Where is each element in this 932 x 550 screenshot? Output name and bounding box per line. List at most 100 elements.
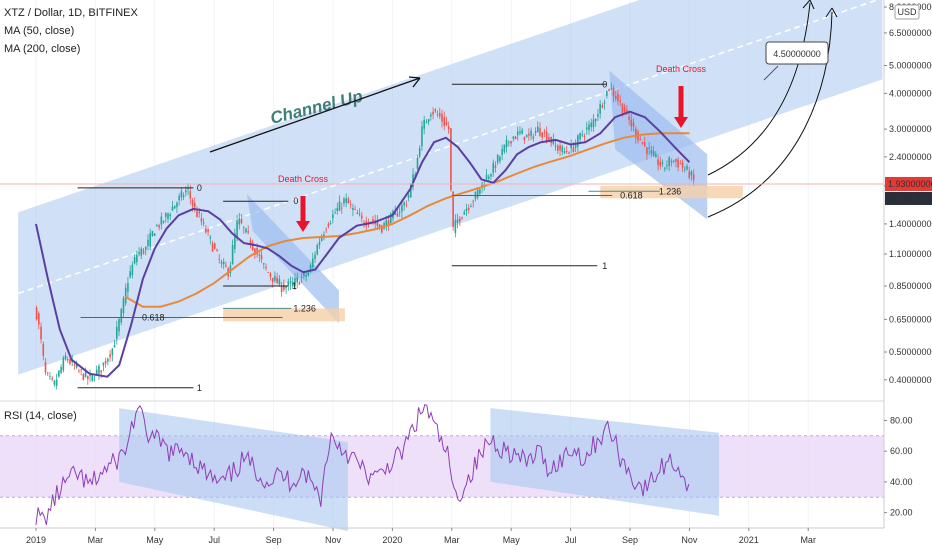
candle-body [320, 236, 323, 241]
channel-midline [17, 0, 880, 295]
candle-body [347, 198, 350, 204]
candle-body [149, 233, 151, 247]
candle-body [599, 104, 601, 114]
candle-body [541, 132, 544, 138]
candle-body [456, 219, 459, 223]
candle-body [153, 233, 156, 236]
candle-body [617, 93, 619, 101]
candle-body [60, 366, 62, 373]
candle-body [98, 365, 100, 375]
candle-body [209, 236, 212, 239]
candle-body [300, 276, 303, 278]
target-callout-label: 4.50000000 [773, 49, 821, 59]
candle-body [122, 298, 125, 314]
price-tag [885, 176, 932, 191]
support-zone-1 [223, 308, 345, 322]
candle-body [138, 251, 140, 255]
candle-body [577, 135, 579, 147]
target-callout-pointer [763, 65, 779, 81]
candle-body [198, 211, 201, 214]
candle-body [294, 278, 296, 286]
time-tick-label: Nov [681, 535, 698, 545]
candle-body [606, 91, 608, 96]
candle-body [35, 307, 38, 320]
candle-body [572, 147, 575, 152]
candle-body [38, 313, 40, 325]
candle-body [670, 161, 673, 163]
death-cross-label-1: Death Cross [278, 174, 329, 184]
candle-body [387, 220, 390, 226]
candle-body [536, 126, 539, 133]
price-tick-label: 4.00000000 [889, 88, 932, 98]
candle-body [470, 205, 472, 208]
candle-body [251, 242, 254, 250]
candle-body [327, 223, 330, 227]
candle-body [485, 174, 488, 180]
candle-body [543, 131, 546, 133]
candle-body [421, 126, 423, 147]
candle-body [410, 184, 412, 197]
candle-body [191, 200, 194, 207]
time-tick-label: Jul [565, 535, 577, 545]
candle-body [583, 136, 586, 137]
price-tick-label: 3.00000000 [889, 124, 932, 134]
candle-body [291, 281, 294, 287]
candle-body [514, 136, 517, 140]
candle-body [688, 171, 691, 178]
candle-body [352, 208, 354, 210]
candle-body [200, 218, 203, 222]
candle-body [247, 231, 250, 233]
candle-body [452, 191, 454, 228]
candle-body [216, 249, 218, 251]
death-cross-arrow-head-2 [674, 117, 688, 128]
rsi-tick-label: 80.00 [890, 415, 913, 425]
candle-body [574, 144, 577, 148]
candle-body [672, 160, 675, 162]
time-tick-label: 2021 [739, 535, 759, 545]
candle-body [265, 266, 267, 269]
ma200-line [124, 132, 690, 308]
candle-body [340, 207, 343, 209]
candle-body [164, 213, 167, 217]
candle-body [69, 359, 71, 364]
candle-body [650, 150, 653, 154]
candle-body [78, 370, 80, 372]
candle-body [104, 361, 107, 364]
fib-label-fib4_1236: 1.236 [659, 186, 682, 196]
candle-body [162, 220, 165, 223]
candle-body [677, 159, 679, 168]
candle-body [430, 114, 432, 117]
candle-body [287, 281, 290, 286]
candle-body [445, 121, 448, 126]
fib-label-fib2_0: 0 [293, 196, 298, 206]
candle-body [118, 318, 120, 332]
candle-body [465, 208, 468, 211]
candle-body [454, 220, 457, 234]
candle-body [668, 157, 671, 166]
candle-body [82, 373, 85, 380]
candle-body [496, 154, 499, 163]
candle-body [100, 370, 102, 373]
currency-badge[interactable] [894, 4, 920, 20]
candle-body [144, 246, 147, 251]
candle-body [53, 380, 56, 385]
candle-body [432, 111, 434, 115]
candle-body [280, 286, 283, 292]
candle-body [334, 212, 336, 214]
candle-body [173, 205, 176, 209]
candle-body [407, 194, 410, 198]
rsi-channel-2 [490, 408, 720, 516]
candle-body [416, 157, 419, 169]
candle-body [178, 195, 180, 201]
candle-body [532, 136, 535, 139]
candle-body [87, 376, 89, 379]
candle-body [249, 240, 252, 245]
price-tick-label: 0.65000000 [889, 314, 932, 324]
candle-body [325, 229, 327, 231]
candle-body [381, 225, 383, 233]
currency-badge-label: USD [897, 7, 917, 17]
candle-body [459, 218, 461, 222]
ma50-legend: MA (50, close) [4, 25, 75, 37]
candle-body [107, 358, 109, 362]
